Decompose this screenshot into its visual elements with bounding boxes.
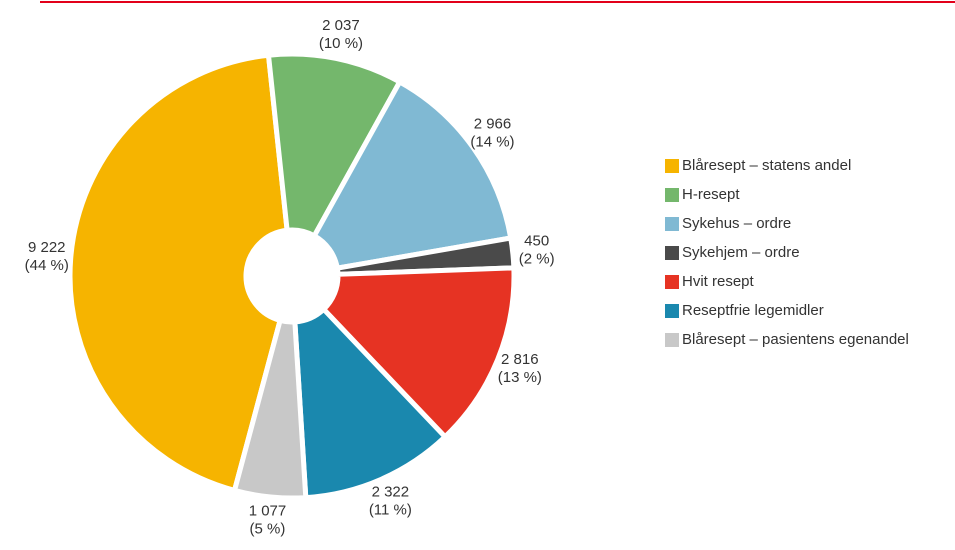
share-label: (14 %)	[470, 133, 514, 150]
legend-swatch	[665, 275, 679, 289]
share-label: (44 %)	[25, 257, 69, 274]
slice	[67, 52, 290, 494]
value-label: 2 037	[322, 17, 360, 34]
legend-swatch	[665, 333, 679, 347]
value-label: 1 077	[249, 503, 287, 520]
value-label: 2 322	[372, 483, 410, 500]
legend-label: Sykehus – ordre	[682, 215, 791, 232]
value-label: 2 966	[474, 115, 512, 132]
share-label: (11 %)	[369, 501, 412, 518]
value-label: 450	[524, 232, 549, 249]
share-label: (13 %)	[498, 369, 542, 386]
legend-swatch	[665, 217, 679, 231]
legend-label: Sykehjem – ordre	[682, 244, 800, 261]
slice	[231, 317, 309, 501]
slice	[265, 51, 404, 240]
legend-label: Blåresept – pasientens egenandel	[682, 331, 909, 348]
value-label: 9 222	[28, 239, 66, 256]
legend-swatch	[665, 246, 679, 260]
slice	[292, 305, 449, 501]
legend-label: Hvit resept	[682, 273, 755, 290]
legend-label: H-resept	[682, 186, 740, 203]
legend-label: Reseptfrie legemidler	[682, 302, 824, 319]
value-label: 2 816	[501, 351, 539, 368]
legend-swatch	[665, 159, 679, 173]
slice	[320, 265, 517, 441]
legend-swatch	[665, 304, 679, 318]
legend-swatch	[665, 188, 679, 202]
share-label: (10 %)	[319, 35, 363, 52]
share-label: (2 %)	[519, 250, 555, 267]
legend-label: Blåresept – statens andel	[682, 157, 851, 174]
share-label: (5 %)	[250, 521, 286, 538]
slice	[310, 78, 514, 272]
